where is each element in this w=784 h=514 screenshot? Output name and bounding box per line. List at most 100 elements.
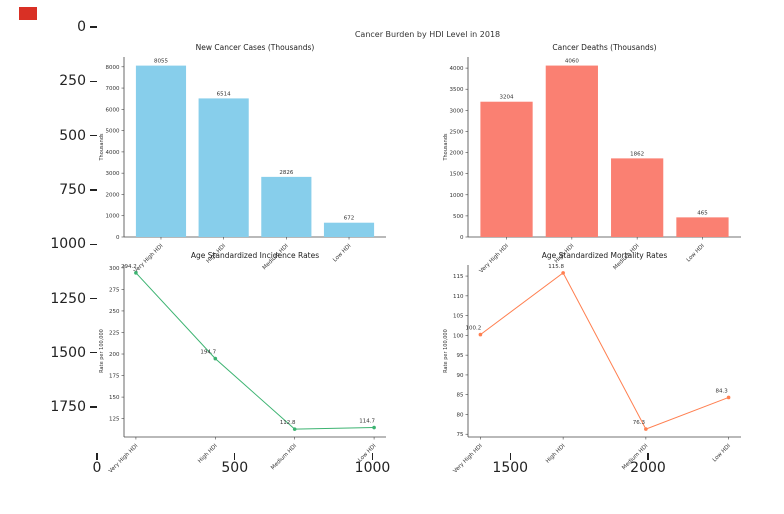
y-tick-label: 225 xyxy=(109,330,120,336)
y-axis-label: Rate per 100,000 xyxy=(443,329,449,373)
data-point-marker xyxy=(292,427,297,431)
y-tick-label: 2000 xyxy=(450,151,464,157)
bar-value-label: 465 xyxy=(697,210,708,216)
data-point-marker xyxy=(561,271,565,275)
bar xyxy=(261,176,312,237)
data-point-marker xyxy=(478,332,483,337)
subplot-title: Cancer Deaths (Thousands) xyxy=(552,43,656,52)
outer-y-tick-mark xyxy=(90,80,97,82)
subplot-1: 0 1000 2000 3000 4000 5000 6000 7000 8000 Thousan… xyxy=(99,43,386,275)
x-category-label: Medium HDI xyxy=(270,443,298,471)
point-value-label: 84.3 xyxy=(715,388,728,394)
bar-value-label: 6514 xyxy=(217,91,231,97)
outer-x-tick-mark xyxy=(96,453,98,460)
bar xyxy=(480,101,533,237)
y-tick-label: 150 xyxy=(109,395,120,401)
y-tick-label: 3000 xyxy=(450,108,464,114)
y-tick-label: 0 xyxy=(460,235,464,241)
bar xyxy=(323,222,375,237)
bar-value-label: 1862 xyxy=(630,151,644,157)
outer-y-tick-mark xyxy=(90,26,97,28)
outer-x-tick-mark xyxy=(647,453,649,460)
bar-value-label: 3204 xyxy=(500,95,514,101)
y-tick-label: 500 xyxy=(453,214,464,220)
data-point-marker xyxy=(726,395,731,400)
y-tick-label: 300 xyxy=(109,266,120,272)
outer-x-tick-label: 500 xyxy=(221,460,249,476)
outer-x-tick-label: 1500 xyxy=(492,460,529,476)
y-tick-label: 275 xyxy=(109,287,120,293)
point-value-label: 112.8 xyxy=(280,420,296,426)
bar-value-label: 672 xyxy=(344,216,355,222)
outer-y-tick-mark xyxy=(90,189,97,191)
data-point-marker xyxy=(372,425,376,430)
outer-y-tick-label: 500 xyxy=(59,127,86,144)
y-tick-label: 4000 xyxy=(450,66,464,72)
x-category-label: High HDI xyxy=(197,443,219,465)
y-tick-label: 1000 xyxy=(106,214,120,220)
x-category-label: Low HDI xyxy=(332,243,352,263)
y-tick-label: 95 xyxy=(457,353,464,359)
outer-y-tick-label: 1750 xyxy=(50,399,86,416)
x-category-label: Low HDI xyxy=(712,443,732,463)
y-tick-label: 100 xyxy=(453,333,464,339)
point-value-label: 114.7 xyxy=(359,419,375,425)
y-tick-label: 6000 xyxy=(106,107,120,113)
x-category-label: Very High HDI xyxy=(133,243,165,275)
outer-x-tick-label: 1000 xyxy=(354,460,391,476)
outer-y-tick-label: 1500 xyxy=(50,344,86,361)
outer-y-tick-label: 1250 xyxy=(50,290,86,307)
bar-value-label: 8055 xyxy=(154,59,168,65)
outer-y-tick-mark xyxy=(90,297,97,300)
line-series xyxy=(135,272,375,430)
outer-y-tick-mark xyxy=(90,134,97,137)
data-point-marker xyxy=(134,271,138,275)
y-tick-label: 105 xyxy=(453,314,464,320)
outer-y-tick-label: 750 xyxy=(59,181,86,198)
outer-y-tick-mark xyxy=(90,406,97,408)
figure-title: Cancer Burden by HDI Level in 2018 xyxy=(354,30,501,39)
subplot-title: Age Standardized Mortality Rates xyxy=(542,251,668,260)
x-category-label: Very High HDI xyxy=(452,443,484,475)
subplot-title: Age Standardized Incidence Rates xyxy=(191,251,319,260)
y-tick-label: 75 xyxy=(457,432,464,438)
outer-y-tick-label: 250 xyxy=(59,73,86,90)
outer-y-tick-mark xyxy=(90,352,97,354)
outer-y-tick-mark xyxy=(90,243,97,245)
outer-x-tick-mark xyxy=(509,453,511,460)
y-tick-label: 2000 xyxy=(106,192,120,198)
y-tick-label: 4000 xyxy=(106,150,120,156)
y-tick-label: 80 xyxy=(457,412,464,418)
bar xyxy=(545,65,598,237)
y-axis-label: Thousands xyxy=(99,133,105,161)
point-value-label: 100.2 xyxy=(466,326,482,332)
y-tick-label: 110 xyxy=(453,294,464,300)
point-value-label: 76.3 xyxy=(633,420,646,426)
bar-value-label: 2826 xyxy=(279,170,293,176)
point-value-label: 194.7 xyxy=(200,350,216,356)
outer-y-tick-label: 0 xyxy=(77,19,86,35)
y-tick-label: 3000 xyxy=(106,171,120,177)
y-tick-label: 0 xyxy=(116,235,120,241)
point-value-label: 115.8 xyxy=(548,264,564,270)
outer-y-tick-label: 1000 xyxy=(50,236,86,253)
y-tick-label: 85 xyxy=(457,393,464,399)
x-category-label: Low HDI xyxy=(686,243,706,263)
y-tick-label: 1500 xyxy=(450,172,464,178)
y-tick-label: 5000 xyxy=(106,129,120,135)
outer-x-tick-label: 2000 xyxy=(630,460,666,476)
y-tick-label: 115 xyxy=(453,274,464,280)
outer-x-tick-mark xyxy=(371,453,374,460)
data-point-marker xyxy=(644,427,648,431)
x-category-label: Low HDI xyxy=(357,443,377,463)
bar xyxy=(198,98,249,237)
y-tick-label: 175 xyxy=(109,374,120,380)
charts-svg: 010002000300040005000600070008000Thousan… xyxy=(99,43,741,475)
y-tick-label: 7000 xyxy=(106,86,120,92)
y-tick-label: 250 xyxy=(109,309,120,315)
subplot-2: 0 500 1000 1500 2000 2500 3000 3500 4000 Thousand… xyxy=(443,43,741,275)
y-tick-label: 125 xyxy=(109,417,120,423)
x-category-label: Very High HDI xyxy=(479,243,511,275)
red-marker xyxy=(19,7,37,20)
y-tick-label: 1000 xyxy=(450,193,464,199)
